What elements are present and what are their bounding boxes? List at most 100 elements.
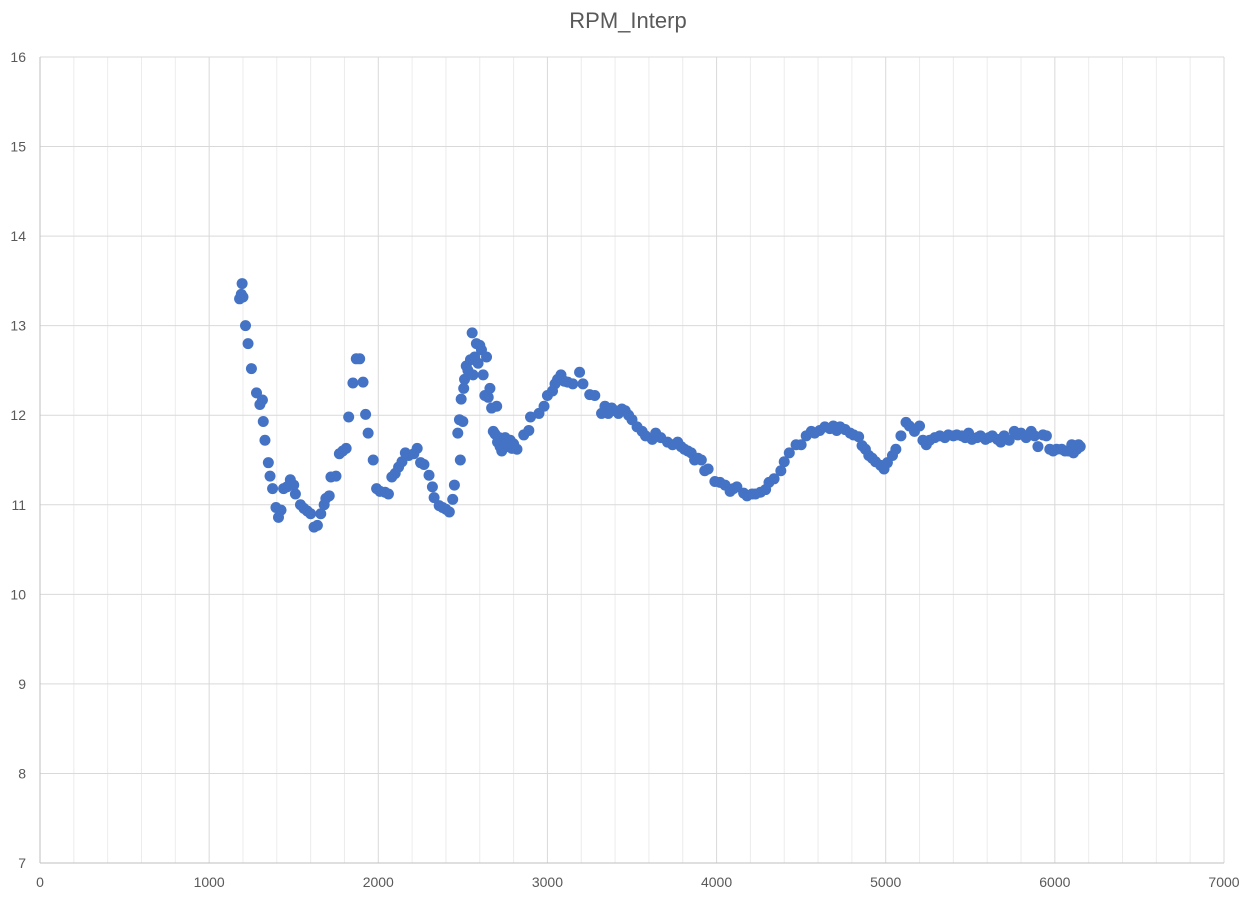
data-point xyxy=(237,291,249,303)
y-tick-label: 14 xyxy=(10,228,26,244)
data-point xyxy=(275,504,287,516)
data-point xyxy=(795,439,807,451)
data-point xyxy=(1074,441,1086,453)
data-point xyxy=(347,377,359,389)
data-point xyxy=(538,400,550,412)
data-point xyxy=(423,469,435,481)
data-point xyxy=(589,390,601,402)
y-tick-label: 10 xyxy=(10,586,26,602)
data-point xyxy=(330,470,342,482)
data-point xyxy=(236,278,248,290)
data-point xyxy=(477,369,489,381)
data-point xyxy=(289,488,301,500)
data-point xyxy=(256,394,268,406)
data-point xyxy=(367,454,379,466)
data-point xyxy=(382,488,394,500)
data-point xyxy=(242,338,254,350)
data-point xyxy=(1029,430,1041,442)
data-point xyxy=(702,463,714,475)
data-point xyxy=(354,353,366,365)
data-point xyxy=(466,327,478,339)
y-tick-label: 12 xyxy=(10,407,26,423)
data-point xyxy=(411,442,423,454)
x-tick-label: 0 xyxy=(36,874,44,890)
y-tick-label: 7 xyxy=(18,855,26,871)
data-point xyxy=(459,373,471,385)
data-point xyxy=(577,378,589,390)
x-tick-label: 2000 xyxy=(363,874,394,890)
data-point xyxy=(775,465,787,477)
data-point xyxy=(768,473,780,485)
data-point xyxy=(1040,430,1052,442)
data-point xyxy=(323,490,335,502)
data-point xyxy=(362,427,374,439)
x-tick-label: 3000 xyxy=(532,874,563,890)
data-point xyxy=(458,382,470,394)
data-point xyxy=(523,424,535,436)
data-point xyxy=(264,470,276,482)
x-tick-label: 4000 xyxy=(701,874,732,890)
data-point xyxy=(525,411,537,423)
data-point xyxy=(315,508,327,520)
data-point xyxy=(288,479,300,491)
data-point xyxy=(482,391,494,403)
data-point xyxy=(491,400,503,412)
x-tick-label: 5000 xyxy=(870,874,901,890)
x-axis-tick-labels: 0 1000 2000 3000 4000 5000 6000 7000 xyxy=(36,874,1240,890)
y-tick-label: 8 xyxy=(18,765,26,781)
y-tick-label: 16 xyxy=(10,49,26,65)
y-tick-label: 9 xyxy=(18,676,26,692)
data-point xyxy=(340,442,352,454)
axes xyxy=(39,57,1224,864)
data-point xyxy=(574,366,586,378)
data-point xyxy=(262,457,274,469)
data-point xyxy=(783,447,795,459)
data-point xyxy=(455,393,467,405)
data-point xyxy=(418,458,430,470)
x-tick-label: 7000 xyxy=(1208,874,1239,890)
data-point xyxy=(481,351,493,363)
data-point xyxy=(567,378,579,390)
data-point xyxy=(1032,441,1044,453)
data-point xyxy=(511,443,523,455)
data-point xyxy=(311,519,323,531)
data-point xyxy=(357,376,369,388)
data-point xyxy=(890,443,902,455)
data-point xyxy=(257,415,269,427)
data-point xyxy=(259,434,271,446)
data-point xyxy=(428,492,440,504)
data-point xyxy=(1003,434,1015,446)
major-gridlines xyxy=(40,56,1225,863)
x-tick-label: 1000 xyxy=(194,874,225,890)
data-point xyxy=(240,320,252,332)
data-point xyxy=(895,430,907,442)
data-points xyxy=(234,278,1086,533)
y-tick-label: 13 xyxy=(10,318,26,334)
y-axis-tick-labels: 7 8 9 10 11 12 13 14 15 16 xyxy=(10,49,26,871)
data-point xyxy=(454,454,466,466)
chart-title: RPM_Interp xyxy=(569,8,686,33)
data-point xyxy=(245,363,257,375)
data-point xyxy=(467,369,479,381)
minor-gridlines xyxy=(73,57,1191,863)
data-point xyxy=(472,357,484,369)
y-tick-label: 15 xyxy=(10,139,26,155)
data-point xyxy=(853,431,865,443)
data-point xyxy=(448,479,460,491)
data-point xyxy=(360,408,372,420)
data-point xyxy=(452,427,464,439)
data-point xyxy=(443,506,455,518)
data-point xyxy=(914,420,926,432)
data-point xyxy=(447,493,459,505)
data-point xyxy=(484,382,496,394)
x-tick-label: 6000 xyxy=(1039,874,1070,890)
data-point xyxy=(457,415,469,427)
data-point xyxy=(426,481,438,493)
data-point xyxy=(695,454,707,466)
data-point xyxy=(778,456,790,468)
data-point xyxy=(305,508,317,520)
data-point xyxy=(267,483,279,495)
y-tick-label: 11 xyxy=(11,497,26,513)
data-point xyxy=(343,411,355,423)
